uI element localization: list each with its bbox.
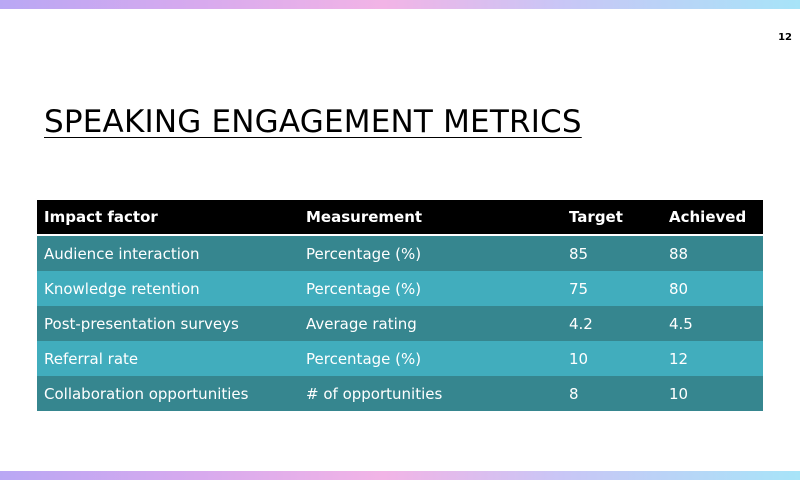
- cell-impact-factor: Referral rate: [44, 349, 139, 368]
- header-target: Target: [569, 208, 623, 226]
- page-number: 12: [778, 32, 792, 43]
- cell-measurement: # of opportunities: [306, 384, 443, 403]
- cell-achieved: 80: [669, 279, 689, 298]
- cell-achieved: 12: [669, 349, 689, 368]
- header-impact-factor: Impact factor: [44, 208, 158, 226]
- metrics-table: Impact factor Measurement Target Achieve…: [37, 200, 763, 411]
- table-row: Referral rate Percentage (%) 10 12: [37, 341, 763, 376]
- top-gradient-band: [0, 0, 800, 9]
- cell-measurement: Percentage (%): [306, 279, 422, 298]
- cell-target: 75: [569, 279, 589, 298]
- cell-impact-factor: Knowledge retention: [44, 279, 200, 298]
- table-row: Audience interaction Percentage (%) 85 8…: [37, 234, 763, 271]
- slide-title: SPEAKING ENGAGEMENT METRICS: [44, 104, 582, 140]
- header-achieved: Achieved: [669, 208, 747, 226]
- cell-measurement: Average rating: [306, 314, 417, 333]
- cell-target: 4.2: [569, 314, 593, 333]
- cell-achieved: 88: [662, 234, 763, 271]
- cell-achieved: 4.5: [669, 314, 693, 333]
- table-row: Post-presentation surveys Average rating…: [37, 306, 763, 341]
- table-row: Collaboration opportunities # of opportu…: [37, 376, 763, 411]
- bottom-gradient-band: [0, 471, 800, 480]
- cell-measurement: Percentage (%): [299, 234, 562, 271]
- cell-impact-factor: Collaboration opportunities: [44, 384, 249, 403]
- cell-target: 85: [562, 234, 662, 271]
- cell-impact-factor: Post-presentation surveys: [44, 314, 239, 333]
- cell-measurement: Percentage (%): [306, 349, 422, 368]
- table-row: Knowledge retention Percentage (%) 75 80: [37, 271, 763, 306]
- table-header-row: Impact factor Measurement Target Achieve…: [37, 200, 763, 235]
- cell-target: 8: [569, 384, 579, 403]
- cell-target: 10: [569, 349, 589, 368]
- header-measurement: Measurement: [306, 208, 423, 226]
- cell-impact-factor: Audience interaction: [37, 234, 299, 271]
- cell-achieved: 10: [669, 384, 689, 403]
